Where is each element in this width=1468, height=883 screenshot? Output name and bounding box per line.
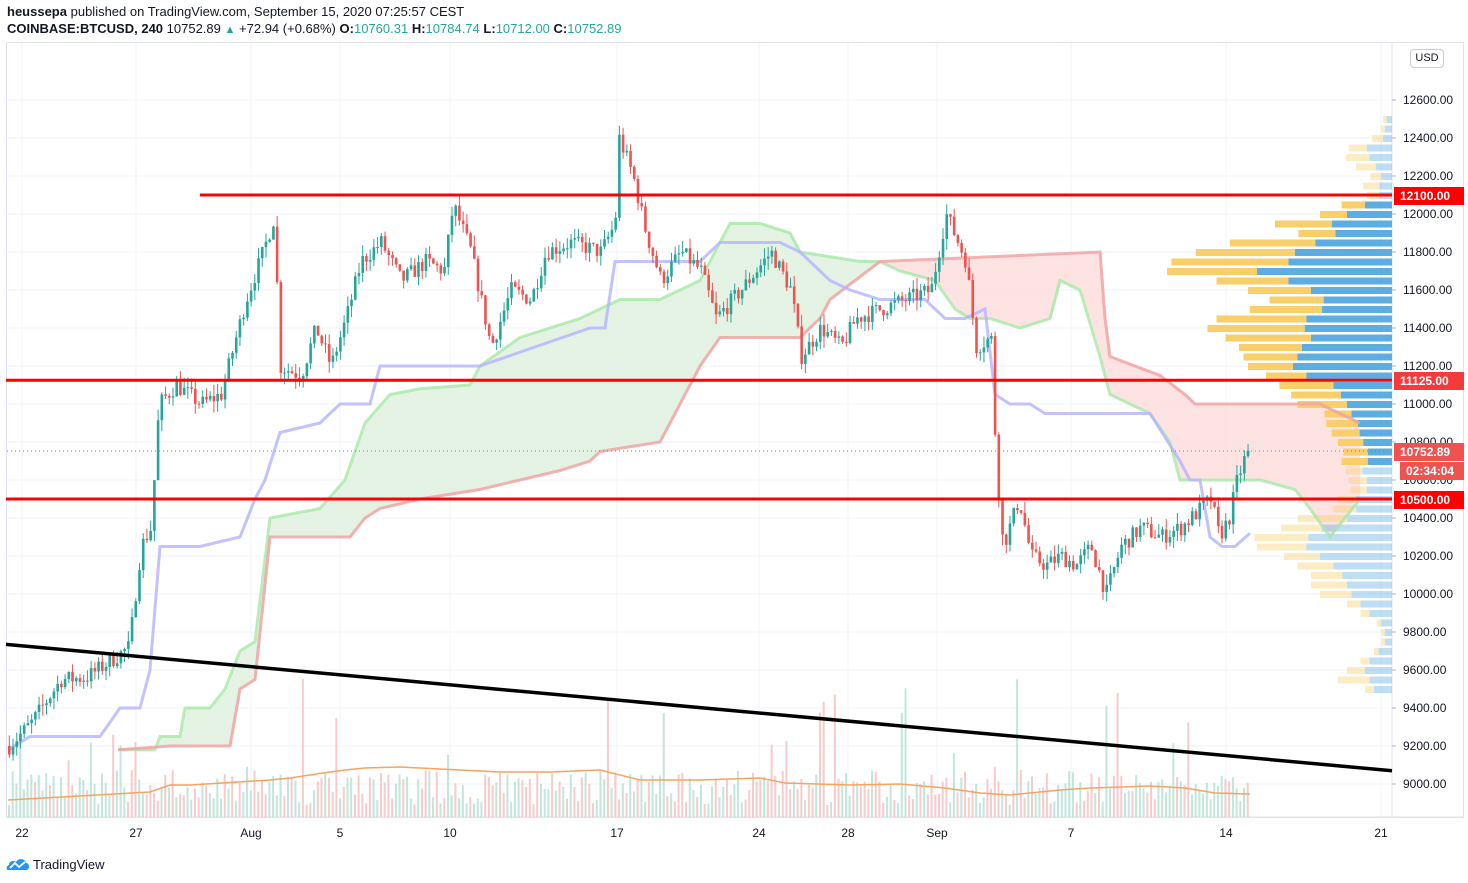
trendline[interactable] [5, 642, 1393, 773]
price-change: +72.94 (+0.68%) [239, 21, 336, 36]
price-tick-label: 12600.00 [1403, 93, 1453, 107]
bar-countdown-badge: 02:34:04 [1400, 462, 1464, 480]
low-label: L: [483, 21, 496, 36]
price-tick-label: 12000.00 [1403, 207, 1453, 221]
time-tick-label: 14 [1219, 826, 1233, 840]
level-12100-badge: 12100.00 [1394, 187, 1464, 205]
time-tick-label: 22 [15, 826, 29, 840]
ohlc-line: COINBASE:BTCUSD, 240 10752.89 ▲ +72.94 (… [7, 20, 622, 39]
symbol-label[interactable]: COINBASE:BTCUSD, 240 [7, 21, 164, 36]
level-11125-badge: 11125.00 [1394, 372, 1464, 390]
level-10500-badge: 10500.00 [1394, 491, 1464, 509]
open-label: O: [339, 21, 354, 36]
price-tick-label: 10200.00 [1403, 549, 1453, 563]
low-value: 10712.00 [495, 21, 550, 36]
price-tick-label: 11400.00 [1403, 321, 1452, 335]
last-price-badge: 10752.89 [1394, 443, 1464, 461]
price-tick-label: 11000.00 [1403, 397, 1452, 411]
high-value: 10784.74 [425, 21, 480, 36]
tradingview-cloud-icon [6, 859, 29, 870]
volume-bars [8, 679, 1249, 817]
tradingview-logo[interactable]: TradingView [6, 856, 105, 872]
chart-header: heussepa published on TradingView.com, S… [7, 3, 622, 39]
publisher-line: heussepa published on TradingView.com, S… [7, 3, 622, 20]
open-value: 10760.31 [353, 21, 409, 36]
price-tick-label: 9400.00 [1403, 701, 1447, 715]
price-axis[interactable]: 12600.00 12400.00 12200.00 12000.00 11800.00… [1392, 93, 1453, 791]
up-arrow-icon: ▲ [224, 24, 236, 36]
time-tick-label: 24 [752, 826, 766, 840]
published-text: published on TradingView.com, September … [70, 4, 465, 19]
last-price: 10752.89 [166, 21, 221, 36]
price-tick-label: 10400.00 [1403, 511, 1453, 525]
indicator-lines [7, 222, 1362, 801]
close-value: 10752.89 [567, 21, 622, 36]
close-label: C: [553, 21, 568, 36]
time-tick-label: 7 [1067, 826, 1075, 840]
price-tick-label: 11200.00 [1403, 359, 1452, 373]
price-tick-label: 10000.00 [1403, 587, 1453, 601]
time-tick-label: 10 [443, 826, 457, 840]
time-tick-label: Sep [926, 826, 948, 840]
price-tick-label: 9200.00 [1403, 739, 1447, 753]
price-tick-label: 12200.00 [1403, 169, 1453, 183]
price-tick-label: 9800.00 [1403, 625, 1447, 639]
publisher-name[interactable]: heussepa [7, 4, 67, 19]
horizontal-levels[interactable] [5, 193, 1393, 773]
time-tick-label: 27 [129, 826, 143, 840]
time-tick-label: 17 [610, 826, 624, 840]
time-tick-label: 5 [336, 826, 344, 840]
time-tick-label: Aug [240, 826, 262, 840]
currency-badge[interactable]: USD [1410, 49, 1444, 68]
price-tick-label: 9600.00 [1403, 663, 1447, 677]
price-tick-label: 9000.00 [1403, 777, 1447, 791]
logo-text: TradingView [33, 856, 105, 872]
price-tick-label: 12400.00 [1403, 131, 1453, 145]
price-tick-label: 11600.00 [1403, 283, 1452, 297]
time-tick-label: 28 [841, 826, 855, 840]
high-label: H: [411, 21, 426, 36]
time-tick-label: 21 [1374, 826, 1388, 840]
price-tick-label: 11800.00 [1403, 245, 1452, 259]
